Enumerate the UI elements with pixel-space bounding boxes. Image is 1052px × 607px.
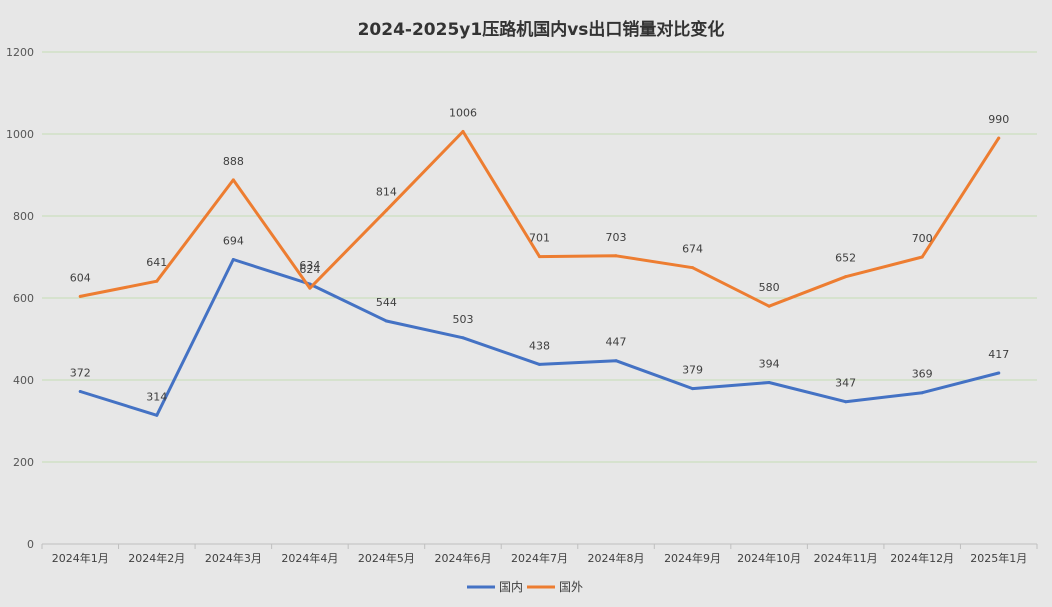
data-point [231, 178, 235, 182]
data-label: 674 [682, 243, 703, 256]
data-label: 814 [376, 185, 397, 198]
data-point [767, 304, 771, 308]
y-tick-label: 600 [13, 292, 34, 305]
data-label: 634 [299, 259, 320, 272]
data-label: 580 [759, 281, 780, 294]
y-tick-label: 400 [13, 374, 34, 387]
data-point [691, 266, 695, 270]
data-point [461, 336, 465, 340]
data-label: 641 [146, 256, 167, 269]
y-tick-label: 0 [27, 538, 34, 551]
data-label: 417 [988, 348, 1009, 361]
data-point [920, 255, 924, 259]
data-point [155, 413, 159, 417]
chart-title: 2024-2025y1压路机国内vs出口销量对比变化 [358, 19, 725, 40]
data-label: 438 [529, 339, 550, 352]
data-point [461, 130, 465, 134]
series-lines [78, 130, 1001, 417]
data-label: 347 [835, 377, 856, 390]
data-point [155, 279, 159, 283]
data-label: 701 [529, 232, 550, 245]
y-tick-label: 200 [13, 456, 34, 469]
data-point [78, 294, 82, 298]
data-point [691, 387, 695, 391]
data-point [997, 371, 1001, 375]
x-tick-label: 2024年9月 [664, 551, 721, 565]
data-label: 314 [146, 390, 167, 403]
data-point [538, 255, 541, 259]
data-label: 503 [452, 313, 473, 326]
legend-label: 国内 [499, 580, 523, 594]
data-label: 624 [299, 263, 320, 276]
series-line-1 [78, 130, 1001, 308]
x-tick-label: 2024年5月 [358, 551, 415, 565]
data-point [767, 380, 771, 384]
data-point [614, 359, 618, 363]
data-label: 372 [70, 366, 91, 379]
data-point [231, 257, 235, 261]
x-tick-label: 2024年11月 [814, 551, 878, 565]
data-point [844, 275, 848, 279]
x-tick-label: 2024年6月 [434, 551, 491, 565]
data-point [384, 319, 388, 323]
x-tick-label: 2024年10月 [737, 551, 801, 565]
data-label: 369 [912, 368, 933, 381]
x-tick-label: 2024年7月 [511, 551, 568, 565]
x-tick-label: 2024年8月 [588, 551, 645, 565]
data-point [308, 286, 312, 290]
data-point [844, 400, 848, 404]
series-line-0 [78, 258, 1001, 417]
x-tick-label: 2024年4月 [281, 551, 338, 565]
y-tick-label: 800 [13, 210, 34, 223]
data-label: 700 [912, 232, 933, 245]
data-point [614, 254, 618, 258]
x-tick-label: 2024年12月 [890, 551, 954, 565]
x-tick-label: 2024年1月 [52, 551, 109, 565]
data-label: 394 [759, 357, 780, 370]
data-label: 652 [835, 252, 856, 265]
data-label: 694 [223, 234, 244, 247]
data-point [78, 389, 82, 393]
data-labels: 372 314 694 634 544 503 438 447 379 394 347 369 417 6… [70, 107, 1009, 404]
data-label: 604 [70, 271, 91, 284]
legend[interactable]: 国内 国外 [467, 580, 583, 594]
data-point [384, 208, 388, 212]
axes: 0 200 400 600 800 1000 1200 2024年1月 2024年2月 2024年… [6, 46, 1038, 565]
data-point [920, 391, 924, 395]
x-tick-label: 2024年3月 [205, 551, 262, 565]
y-tick-label: 1200 [6, 46, 34, 59]
legend-label: 国外 [559, 580, 583, 594]
data-point [997, 136, 1001, 140]
data-label: 703 [606, 231, 627, 244]
data-label: 447 [606, 336, 627, 349]
data-label: 544 [376, 296, 397, 309]
x-tick-label: 2024年2月 [128, 551, 185, 565]
data-label: 1006 [449, 107, 477, 120]
data-label: 990 [988, 113, 1009, 126]
data-label: 379 [682, 364, 703, 377]
y-tick-label: 1000 [6, 128, 34, 141]
data-point [538, 362, 541, 366]
data-label: 888 [223, 155, 244, 168]
x-tick-label: 2025年1月 [970, 551, 1027, 565]
